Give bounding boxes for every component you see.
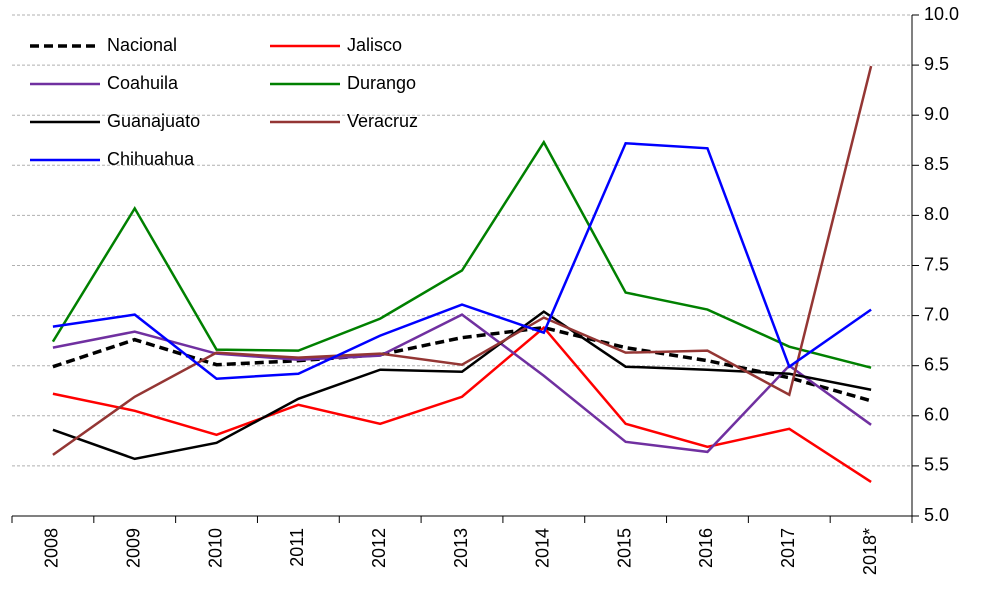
series-line [51, 139, 872, 369]
y-tick-label: 6.5 [924, 354, 949, 374]
legend-label: Jalisco [347, 35, 402, 55]
x-tick-label: 2017 [778, 528, 798, 568]
series-line [52, 325, 872, 483]
legend-label: Chihuahua [107, 149, 195, 169]
y-tick-label: 10.0 [924, 4, 959, 24]
x-tick-label: 2016 [696, 528, 716, 568]
x-tick-label: 2010 [205, 528, 225, 568]
x-tick-label: 2014 [533, 528, 553, 568]
x-tick-label: 2015 [614, 528, 634, 568]
x-tick-label: 2013 [451, 528, 471, 568]
y-tick-label: 7.0 [924, 304, 949, 324]
y-tick-label: 8.5 [924, 154, 949, 174]
legend-label: Coahuila [107, 73, 179, 93]
x-tick-label: 2008 [42, 528, 62, 568]
y-tick-label: 9.5 [924, 54, 949, 74]
y-tick-label: 8.0 [924, 204, 949, 224]
y-tick-label: 5.5 [924, 455, 949, 475]
y-tick-label: 6.0 [924, 405, 949, 425]
series-line [52, 65, 873, 456]
x-tick-label: 2018* [860, 528, 880, 575]
x-tick-label: 2011 [287, 528, 307, 567]
series-line [52, 313, 872, 454]
legend-label: Guanajuato [107, 111, 200, 131]
y-tick-label: 7.5 [924, 254, 949, 274]
legend-label: Veracruz [347, 111, 418, 131]
y-tick-label: 9.0 [924, 104, 949, 124]
y-tick-label: 5.0 [924, 505, 949, 525]
x-tick-label: 2009 [123, 528, 143, 568]
series-line [52, 310, 872, 461]
legend-label: Nacional [107, 35, 177, 55]
legend-label: Durango [347, 73, 416, 93]
x-tick-label: 2012 [369, 528, 389, 568]
series-line [52, 141, 872, 381]
